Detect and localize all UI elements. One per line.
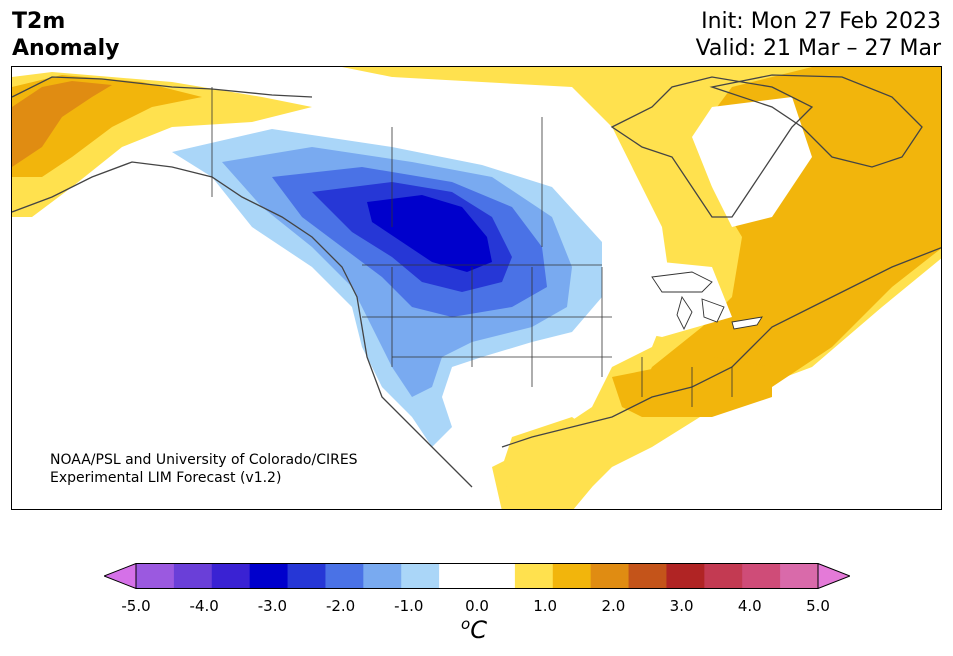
map-canvas [12,67,941,509]
colorbar-tick-label: 2.0 [601,597,626,615]
credit-line-1: NOAA/PSL and University of Colorado/CIRE… [50,452,358,468]
colorbar-segment [325,563,364,589]
colorbar-segment [742,563,781,589]
texas-warm [502,417,612,509]
credit-line-2: Experimental LIM Forecast (v1.2) [50,470,282,486]
colorbar-tick-label: -3.0 [257,597,288,615]
colorbar-tick-label: 1.0 [533,597,558,615]
colorbar-segment [477,563,516,589]
colorbar-frame [135,563,819,589]
colorbar-tick-label: 0.0 [465,597,489,615]
colorbar [104,563,850,589]
arctic-neutral-zone [372,77,652,217]
map-title: T2m Anomaly [12,8,119,62]
valid-range: Valid: 21 Mar – 27 Mar [695,36,941,61]
colorbar-tick-label: 4.0 [737,597,762,615]
hudson-neutral-zone [692,97,812,227]
colorbar-extend-high [817,563,850,589]
colorbar-segment [439,563,478,589]
anomaly-map: NOAA/PSL and University of Colorado/CIRE… [11,66,942,510]
colorbar-segment [780,563,819,589]
unit-degree-symbol: o [461,615,471,633]
colorbar-segment [514,563,554,589]
unit-letter: C [470,616,487,644]
colorbar-tick-label: -1.0 [394,597,424,615]
west-cold-core [367,195,492,272]
credit-text: NOAA/PSL and University of Colorado/CIRE… [50,451,358,487]
alaska-warm-peak [12,81,112,167]
colorbar-segment [136,563,175,589]
colorbar-tick-label: -5.0 [121,597,151,615]
colorbar-segment [249,563,289,589]
forecast-dates: Init: Mon 27 Feb 2023 Valid: 21 Mar – 27… [696,8,941,62]
colorbar-extend-low [104,563,137,589]
colorbar-segment [704,563,743,589]
colorbar-tick-label: -4.0 [189,597,219,615]
colorbar-segment [401,563,440,589]
variable-label: T2m [12,9,66,34]
colorbar-unit: oC [461,615,487,644]
colorbar-segment [552,563,592,589]
colorbar-segment [628,563,668,589]
colorbar-segment [666,563,705,589]
anomaly-label: Anomaly [12,36,120,61]
great-lakes [651,271,763,331]
colorbar-segment [287,563,327,589]
colorbar-tick-label: 5.0 [806,597,830,615]
colorbar-tick-label: 3.0 [669,597,694,615]
colorbar-segment [211,563,251,589]
colorbar-segment [363,563,402,589]
colorbar-segment [173,563,213,589]
colorbar-segment [590,563,630,589]
init-date: Init: Mon 27 Feb 2023 [701,9,941,34]
colorbar-tick-label: -2.0 [325,597,356,615]
political-borders [211,87,733,407]
